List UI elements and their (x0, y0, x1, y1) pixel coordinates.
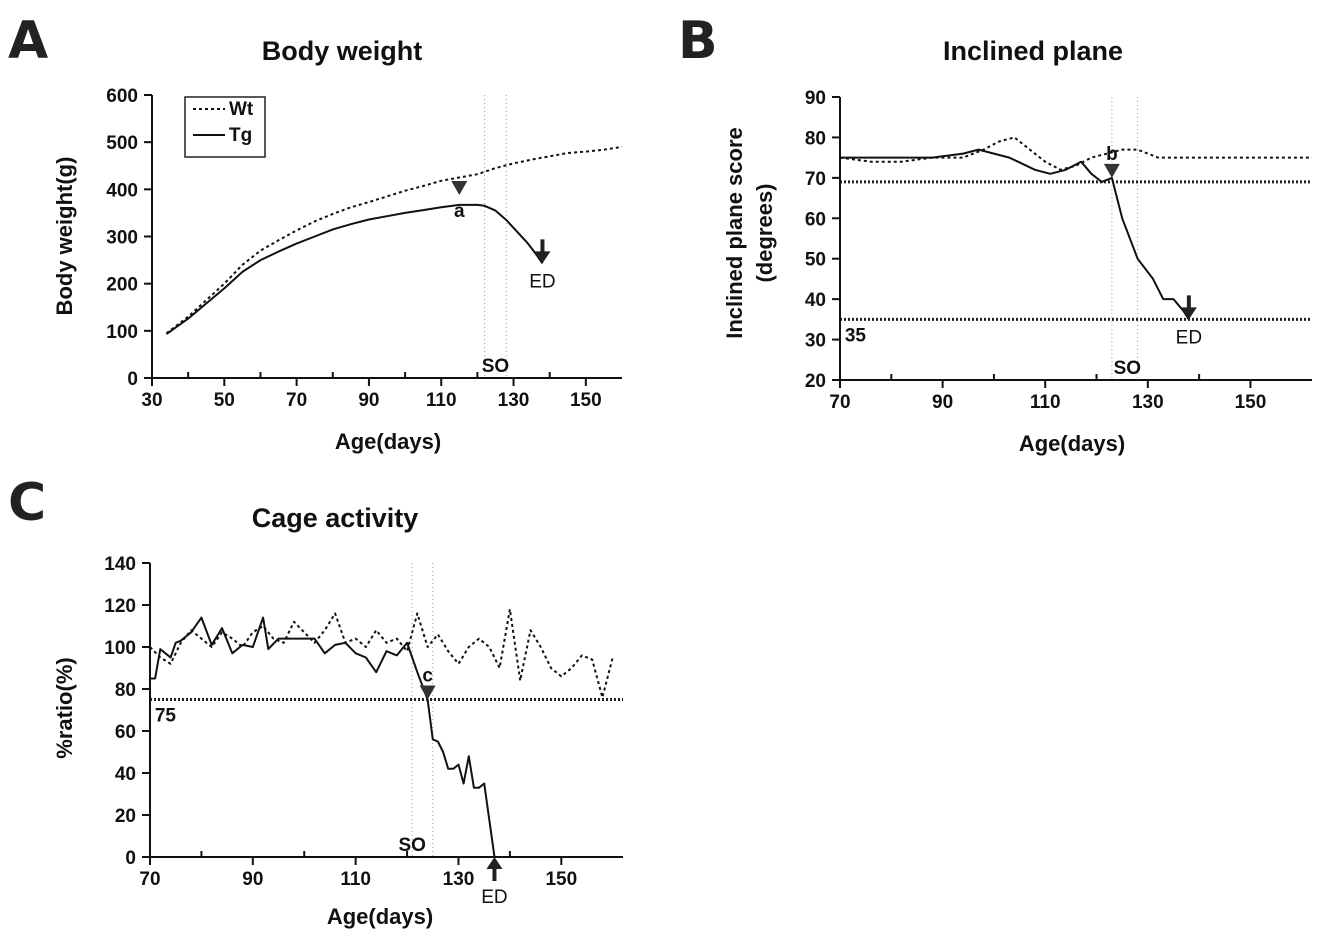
symptom-onset-label: SO (398, 835, 425, 856)
end-point-label: ED (1176, 327, 1202, 348)
symptom-onset-label: SO (1114, 358, 1141, 379)
x-tick-label: 150 (545, 869, 577, 890)
y-tick-label: 30 (805, 331, 826, 352)
series-line-tg (150, 616, 496, 858)
chart-title-c: Cage activity (252, 503, 419, 533)
x-tick-label: 90 (242, 869, 263, 890)
y-tick-label: 60 (805, 209, 826, 230)
threshold-label: 75 (155, 706, 177, 727)
series-line-tg (840, 148, 1190, 320)
event-marker-triangle (419, 685, 436, 700)
x-tick-label: 70 (286, 390, 307, 411)
legend-box (184, 96, 266, 158)
y-tick-label: 60 (115, 722, 136, 743)
panel-letter-c: C (8, 473, 46, 533)
y-tick-label: 400 (106, 180, 138, 201)
y-axis-label-c: %ratio(%) (52, 657, 77, 758)
y-tick-label: 140 (104, 554, 136, 575)
y-tick-label: 100 (104, 638, 136, 659)
panel-letter-b: B (678, 11, 718, 71)
y-tick-label: 200 (106, 275, 138, 296)
end-point-arrow (486, 857, 503, 881)
threshold-label: 35 (845, 325, 867, 346)
chart-title-b: Inclined plane (943, 36, 1123, 66)
x-tick-label: 110 (426, 390, 457, 411)
series-line-wt (165, 145, 623, 334)
plot-area-a: 0 100 200 300 400 500 600 30 50 70 90 110 130 150 a ED S… (106, 86, 623, 411)
symptom-onset-label: SO (482, 356, 509, 377)
y-axis-label-b-line2: (degrees) (752, 183, 777, 282)
event-marker-label: c (422, 666, 433, 687)
x-tick-label: 110 (1030, 392, 1061, 413)
y-tick-label: 600 (106, 86, 138, 107)
x-tick-label: 130 (498, 390, 530, 411)
y-tick-label: 20 (115, 806, 136, 827)
y-tick-label: 20 (805, 371, 826, 392)
legend-label-wt: Wt (229, 99, 254, 120)
y-tick-label: 40 (115, 764, 136, 785)
panel-c: C Cage activity Age(days) %ratio(%) 0 20 4… (8, 473, 623, 929)
y-tick-label: 500 (106, 133, 138, 154)
y-tick-label: 0 (125, 848, 136, 869)
end-point-arrow (534, 239, 551, 264)
end-point-label: ED (529, 271, 555, 292)
x-axis-label-a: Age(days) (335, 429, 441, 454)
x-tick-label: 50 (214, 390, 235, 411)
chart-title-a: Body weight (262, 36, 423, 66)
x-tick-label: 90 (932, 392, 953, 413)
plot-area-b: 20 30 40 50 60 70 80 90 70 90 110 130 150 b ED SO 35 (805, 88, 1312, 413)
y-axis-label-a: Body weight(g) (52, 157, 77, 316)
x-tick-label: 70 (829, 392, 850, 413)
legend-label-tg: Tg (229, 125, 252, 146)
x-tick-label: 150 (570, 390, 602, 411)
y-tick-label: 120 (104, 596, 136, 617)
event-marker-label: b (1106, 144, 1118, 165)
event-marker-triangle (1103, 163, 1120, 178)
series-line-wt (149, 608, 614, 699)
end-point-label: ED (481, 887, 507, 908)
y-tick-label: 80 (805, 128, 826, 149)
y-axis-label-b-line1: Inclined plane score (722, 127, 747, 339)
x-tick-label: 110 (340, 869, 371, 890)
end-point-arrow (1180, 295, 1197, 320)
x-tick-label: 130 (1132, 392, 1164, 413)
panel-letter-a: A (8, 11, 48, 71)
x-axis-label-c: Age(days) (327, 904, 433, 929)
y-tick-label: 300 (106, 228, 138, 249)
y-tick-label: 50 (805, 250, 826, 271)
y-tick-label: 90 (805, 88, 826, 109)
y-tick-label: 0 (127, 369, 138, 390)
x-tick-label: 150 (1235, 392, 1267, 413)
x-tick-label: 130 (443, 869, 475, 890)
y-tick-label: 80 (115, 680, 136, 701)
plot-area-c: 0 20 40 60 80 100 120 140 70 90 110 130 150 c ED SO 75 (104, 554, 623, 908)
event-marker-label: a (454, 201, 465, 222)
y-tick-label: 70 (805, 169, 826, 190)
event-marker-triangle (451, 180, 468, 195)
x-tick-label: 90 (358, 390, 379, 411)
y-tick-label: 40 (805, 290, 826, 311)
x-tick-label: 70 (139, 869, 160, 890)
y-tick-label: 100 (106, 322, 138, 343)
x-axis-label-b: Age(days) (1019, 431, 1125, 456)
panel-a: A Body weight Age(days) Body weight(g) 0… (8, 11, 623, 454)
panel-b: B Inclined plane Age(days) Inclined plan… (678, 11, 1312, 456)
x-tick-label: 30 (141, 390, 162, 411)
series-line-tg (165, 203, 544, 335)
